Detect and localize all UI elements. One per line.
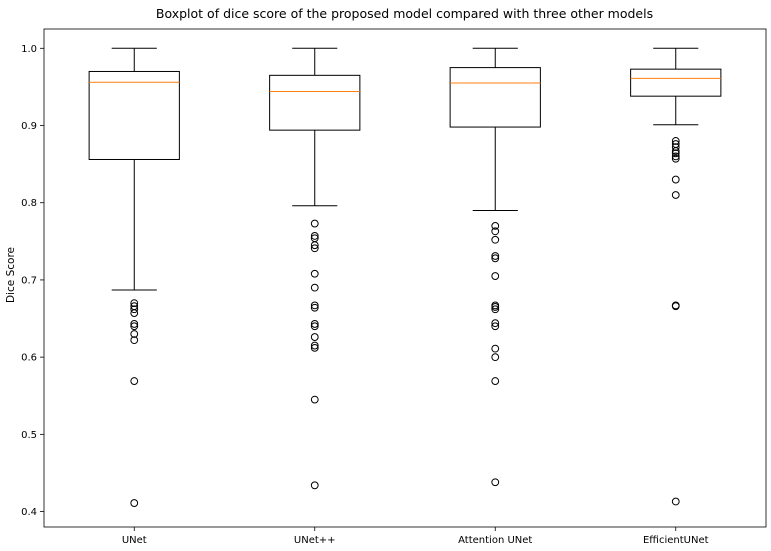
axes-frame [43, 28, 767, 528]
outlier-point [491, 252, 500, 260]
x-tick-label: Attention UNet [458, 535, 532, 546]
x-tick-label: UNet [122, 535, 147, 546]
outlier-point [310, 232, 319, 240]
outlier-point [491, 377, 500, 385]
outlier-point [310, 343, 319, 352]
outlier-point [491, 305, 500, 314]
outlier-point [491, 272, 500, 280]
outlier-point [310, 341, 319, 350]
iqr-box [449, 67, 541, 128]
y-tick-label: 0.7 [21, 275, 37, 286]
outlier-point [491, 235, 500, 244]
outlier-point [491, 353, 500, 362]
outlier-point [310, 320, 319, 328]
outlier-point [310, 395, 319, 404]
outlier-point [310, 481, 319, 490]
outlier-point [671, 302, 680, 311]
outlier-point [130, 299, 139, 307]
outlier-point [671, 175, 680, 184]
outlier-point [310, 269, 319, 278]
outlier-point [130, 309, 139, 318]
outlier-point [491, 319, 500, 328]
outlier-point [671, 152, 680, 161]
outlier-point [310, 303, 319, 312]
outlier-point [130, 305, 139, 314]
outlier-point [491, 303, 500, 311]
outlier-point [310, 322, 319, 331]
outlier-point [130, 330, 139, 338]
outlier-point [671, 137, 680, 145]
x-tick-label: UNet++ [294, 535, 336, 546]
iqr-box [269, 74, 361, 131]
outlier-point [310, 301, 319, 310]
outlier-point [310, 283, 319, 292]
outlier-point [491, 254, 500, 263]
outlier-point [671, 154, 680, 163]
chart-title: Boxplot of dice score of the proposed mo… [156, 6, 653, 21]
outlier-point [671, 497, 680, 506]
outlier-point [671, 149, 680, 158]
outlier-point [491, 478, 500, 487]
y-tick-label: 0.4 [21, 507, 37, 518]
outlier-point [310, 219, 319, 228]
outlier-point [671, 147, 680, 155]
outlier-point [310, 244, 319, 253]
iqr-box [88, 70, 180, 160]
outlier-point [671, 191, 680, 199]
outlier-point [130, 336, 139, 345]
y-tick-label: 1.0 [21, 44, 37, 55]
outlier-point [671, 143, 680, 152]
y-tick-label: 0.8 [21, 198, 37, 209]
outlier-point [310, 241, 319, 250]
y-tick-label: 0.5 [21, 430, 37, 441]
x-tick-label: EfficientUNet [643, 535, 709, 546]
outlier-point [491, 227, 500, 236]
outlier-point [130, 320, 139, 328]
y-axis-label: Dice Score [5, 247, 17, 303]
outlier-point [130, 377, 139, 385]
plot-area: 0.4 0.5 0.6 0.7 0.8 0.9 1.0 UNet UNet++ Attention… [21, 28, 767, 546]
outlier-point [491, 322, 500, 331]
y-tick-label: 0.6 [21, 353, 37, 364]
outlier-point [130, 499, 139, 507]
outlier-point [491, 221, 500, 230]
outlier-point [130, 322, 139, 331]
y-tick-label: 0.9 [21, 121, 37, 132]
outlier-point [310, 333, 319, 341]
outlier-point [491, 344, 500, 353]
iqr-box [630, 68, 722, 97]
